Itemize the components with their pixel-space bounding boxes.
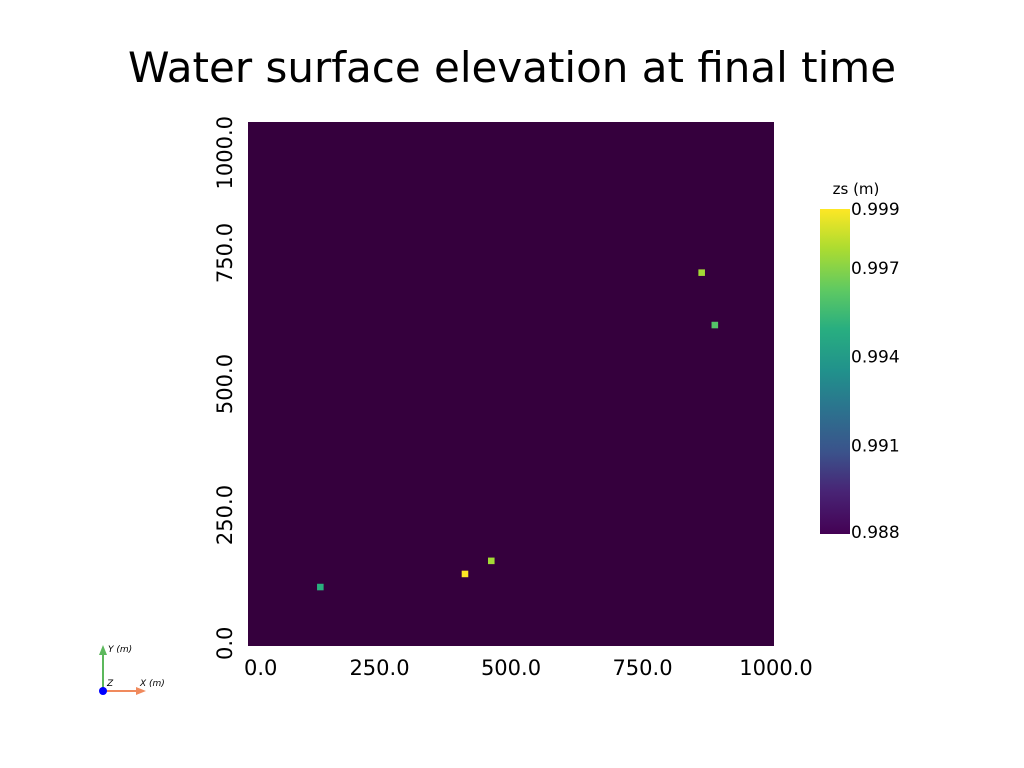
- colorbar: zs (m) 0.999 0.997 0.994 0.991 0.988: [820, 180, 900, 543]
- x-tick-label: 1000.0: [739, 656, 812, 680]
- x-tick-label: 750.0: [612, 656, 672, 680]
- widget-y-label: Y (m): [108, 645, 132, 655]
- y-tick-label: 250.0: [213, 485, 237, 545]
- x-tick-label: 250.0: [349, 656, 409, 680]
- y-tick-label: 0.0: [213, 627, 237, 660]
- z-axis-dot-icon: [99, 687, 107, 695]
- x-tick-label: 500.0: [481, 656, 541, 680]
- colorbar-gradient: [820, 209, 850, 534]
- chart-title: Water surface elevation at final time: [128, 43, 896, 92]
- data-cell-3: [487, 557, 495, 565]
- plot-background: [248, 122, 774, 646]
- x-arrow-head-icon: [136, 687, 146, 695]
- y-tick-label: 1000.0: [213, 116, 237, 189]
- y-tick-label: 500.0: [213, 354, 237, 414]
- widget-z-label: Z: [106, 679, 114, 689]
- colorbar-ticks: 0.999 0.997 0.994 0.991 0.988: [851, 200, 900, 543]
- y-axis-ticks: 0.0 250.0 500.0 750.0 1000.0: [213, 116, 237, 660]
- colorbar-title: zs (m): [833, 180, 880, 198]
- y-arrow-head-icon: [99, 645, 107, 655]
- data-cell-2: [461, 570, 469, 578]
- colorbar-tick-label: 0.988: [851, 523, 900, 543]
- orientation-axes-widget: Y (m) X (m) Z: [99, 645, 165, 695]
- data-cell-1: [317, 583, 324, 591]
- colorbar-tick-label: 0.991: [851, 436, 900, 456]
- data-cell-4: [698, 269, 705, 276]
- colorbar-tick-label: 0.997: [851, 259, 900, 279]
- data-cell-5: [711, 321, 719, 329]
- data-cells: [317, 269, 719, 591]
- x-tick-label: 0.0: [244, 656, 277, 680]
- widget-x-label: X (m): [139, 679, 165, 689]
- colorbar-tick-label: 0.994: [851, 348, 900, 368]
- plot-area: [248, 122, 774, 646]
- y-tick-label: 750.0: [213, 223, 237, 283]
- x-axis-ticks: 0.0 250.0 500.0 750.0 1000.0: [244, 656, 813, 680]
- colorbar-tick-label: 0.999: [851, 200, 900, 220]
